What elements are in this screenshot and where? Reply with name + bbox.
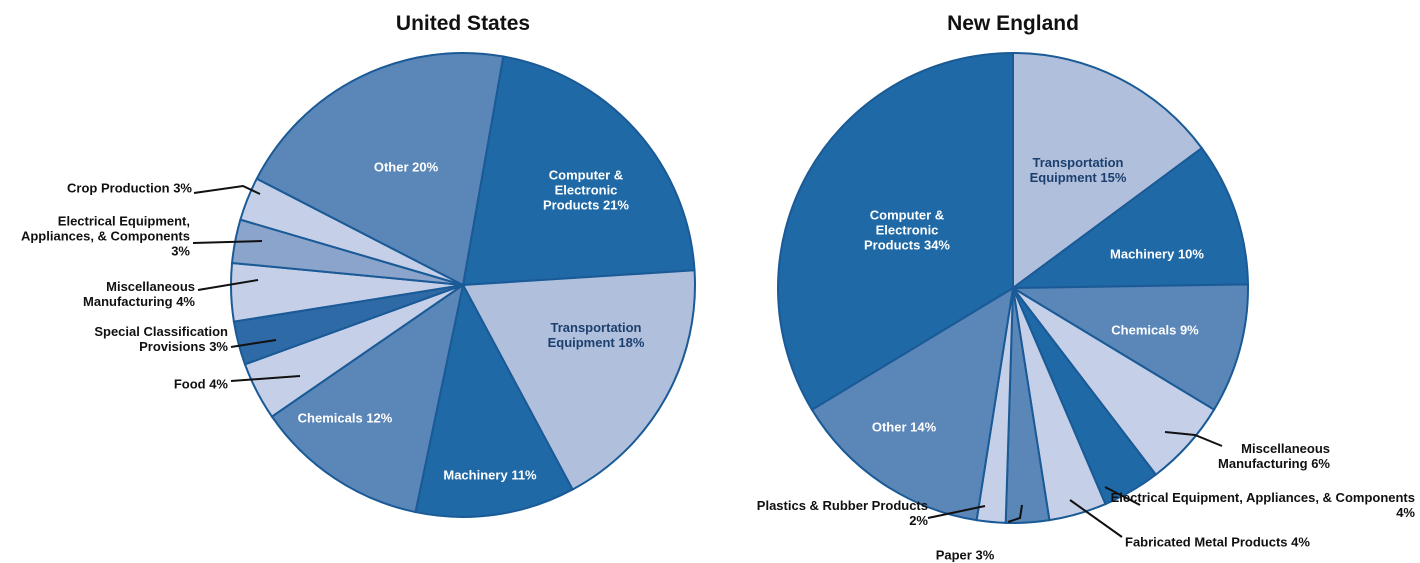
category-label: Chemicals (297, 410, 363, 426)
leader-line (927, 505, 986, 519)
value-label: 2% (909, 513, 928, 528)
value-label: 3% (209, 339, 228, 354)
category-label: Fabricated Metal Products (1125, 534, 1288, 550)
leader-line (1007, 504, 1023, 523)
category-label: Paper (935, 547, 972, 563)
pie-slice (461, 55, 696, 287)
slice-label: Chemicals 12% (275, 411, 415, 426)
slice-label: Computer & Electronic Products 21% (531, 168, 641, 213)
category-label: Electrical Equipment, Appliances, & Comp… (20, 213, 190, 244)
category-label: Electrical Equipment, Appliances, & Comp… (1110, 490, 1415, 505)
slice-label: Food 4% (128, 377, 228, 392)
slice-label: Miscellaneous Manufacturing 4% (45, 279, 195, 309)
pie-slice (461, 269, 696, 491)
category-label: Miscellaneous Manufacturing (1218, 441, 1330, 471)
chart-title: United States (395, 12, 531, 35)
slice-label: Fabricated Metal Products 4% (1125, 535, 1385, 550)
category-label: Transportation Equipment (1029, 155, 1124, 185)
category-label: Crop Production (67, 180, 170, 196)
value-label: 11% (511, 467, 537, 483)
category-label: Other (373, 159, 409, 175)
value-label: 9% (1179, 322, 1199, 338)
slice-label: Transportation Equipment 18% (531, 320, 661, 350)
slice-label: Computer & Electronic Products 34% (852, 208, 962, 253)
pie-slice (255, 52, 505, 287)
slice-label: Plastics & Rubber Products 2% (748, 498, 928, 528)
leader-line (197, 279, 259, 291)
leader-line (192, 240, 263, 244)
value-label: 3% (171, 243, 190, 259)
pie-slice (414, 282, 574, 518)
slice-label: Other 20% (346, 160, 466, 175)
category-label: Computer & Electronic Products (543, 167, 624, 213)
slice-label: Special Classification Provisions 3% (28, 324, 228, 354)
value-label: 6% (1311, 456, 1330, 471)
pie-slice (777, 51, 1014, 412)
slice-label: Chemicals 9% (1095, 323, 1215, 338)
slice-label: Electrical Equipment, Appliances, & Comp… (0, 214, 190, 259)
category-label: Computer & Electronic Products (864, 207, 945, 253)
slice-label: Crop Production 3% (12, 181, 192, 196)
pie-slice (810, 286, 1015, 522)
slice-label: Machinery 11% (420, 468, 560, 483)
value-label: 4% (1396, 505, 1415, 520)
leader-line (1164, 431, 1223, 447)
category-label: Special Classification Provisions (94, 324, 228, 354)
leader-line (230, 375, 301, 382)
slice-label: Miscellaneous Manufacturing 6% (1190, 441, 1330, 471)
slice-label: Electrical Equipment, Appliances, & Comp… (1095, 490, 1415, 520)
category-label: Food (173, 376, 206, 392)
value-label: 3% (975, 547, 995, 563)
category-label: Plastics & Rubber Products (756, 498, 928, 513)
leader-line (1069, 499, 1123, 538)
slice-label: Other 14% (844, 420, 964, 435)
leader-line (1104, 486, 1141, 506)
leader-line (230, 339, 277, 348)
category-label: Transportation Equipment (547, 320, 642, 350)
category-label: Chemicals (1111, 322, 1177, 338)
slice-label: Transportation Equipment 15% (1018, 155, 1138, 185)
value-label: 21% (602, 197, 629, 213)
pie-slice (1009, 283, 1249, 412)
value-label: 20% (412, 159, 439, 175)
value-label: 14% (910, 419, 937, 435)
value-label: 34% (923, 237, 950, 253)
slice-label: Paper 3% (925, 548, 1005, 563)
category-label: Other (871, 419, 907, 435)
pie-slice (270, 282, 465, 514)
category-label: Miscellaneous Manufacturing (83, 279, 195, 309)
slice-label: Machinery 10% (1107, 247, 1207, 262)
category-label: Machinery (1110, 246, 1175, 262)
value-label: 4% (209, 376, 228, 392)
pie-slice (1009, 146, 1249, 290)
value-label: 10% (1177, 246, 1204, 262)
value-label: 18% (618, 335, 645, 350)
value-label: 15% (1100, 170, 1127, 185)
value-label: 12% (366, 410, 393, 426)
pie-slice (1012, 51, 1204, 290)
leader-line (193, 184, 261, 195)
chart-title: New England (947, 12, 1079, 35)
value-label: 3% (173, 180, 192, 196)
category-label: Machinery (443, 467, 508, 483)
value-label: 4% (1291, 534, 1310, 550)
value-label: 4% (176, 294, 195, 309)
